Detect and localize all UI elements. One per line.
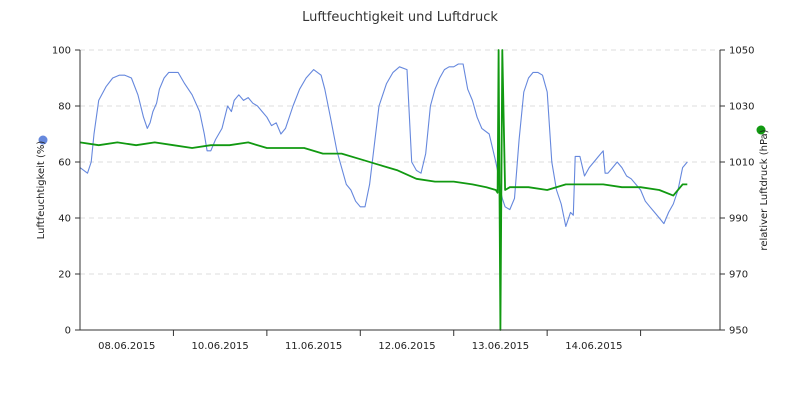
y-right-tick-label: 950 bbox=[729, 326, 748, 337]
x-tick-label: 13.06.2015 bbox=[472, 341, 529, 352]
y-left-tick-label: 60 bbox=[58, 158, 71, 169]
y-right-tick-label: 1010 bbox=[729, 158, 754, 169]
y-left-tick-label: 0 bbox=[65, 326, 71, 337]
grid bbox=[80, 49, 720, 275]
x-tick-label: 10.06.2015 bbox=[192, 341, 249, 352]
y-right-tick-label: 970 bbox=[729, 270, 748, 281]
y-left-tick-label: 20 bbox=[58, 270, 71, 281]
x-tick-label: 14.06.2015 bbox=[565, 341, 622, 352]
y-right-tick-label: 1050 bbox=[729, 46, 754, 57]
humidity-series-line bbox=[79, 63, 688, 227]
y-left-axis-title: Luftfeuchtigkeit (%) bbox=[36, 141, 47, 240]
right-axis-legend-dot bbox=[756, 125, 766, 135]
y-left-tick-label: 80 bbox=[58, 102, 71, 113]
axes: 0 20 40 60 80 100 950 970 990 1010 1030 1050 08.06.2… bbox=[52, 46, 755, 353]
left-axis-legend-dot bbox=[38, 135, 48, 145]
y-left-tick-label: 100 bbox=[52, 46, 71, 57]
chart-title: Luftfeuchtigkeit und Luftdruck bbox=[302, 10, 498, 25]
y-right-tick-label: 990 bbox=[729, 214, 748, 225]
series-group bbox=[79, 49, 688, 331]
y-left-tick-label: 40 bbox=[58, 214, 71, 225]
y-right-tick-label: 1030 bbox=[729, 102, 754, 113]
pressure-series-line bbox=[79, 49, 688, 331]
y-right-axis-title: relativer Luftdruck (hPa) bbox=[759, 129, 770, 250]
x-tick-label: 11.06.2015 bbox=[285, 341, 342, 352]
x-tick-label: 08.06.2015 bbox=[98, 341, 155, 352]
x-tick-label: 12.06.2015 bbox=[378, 341, 435, 352]
